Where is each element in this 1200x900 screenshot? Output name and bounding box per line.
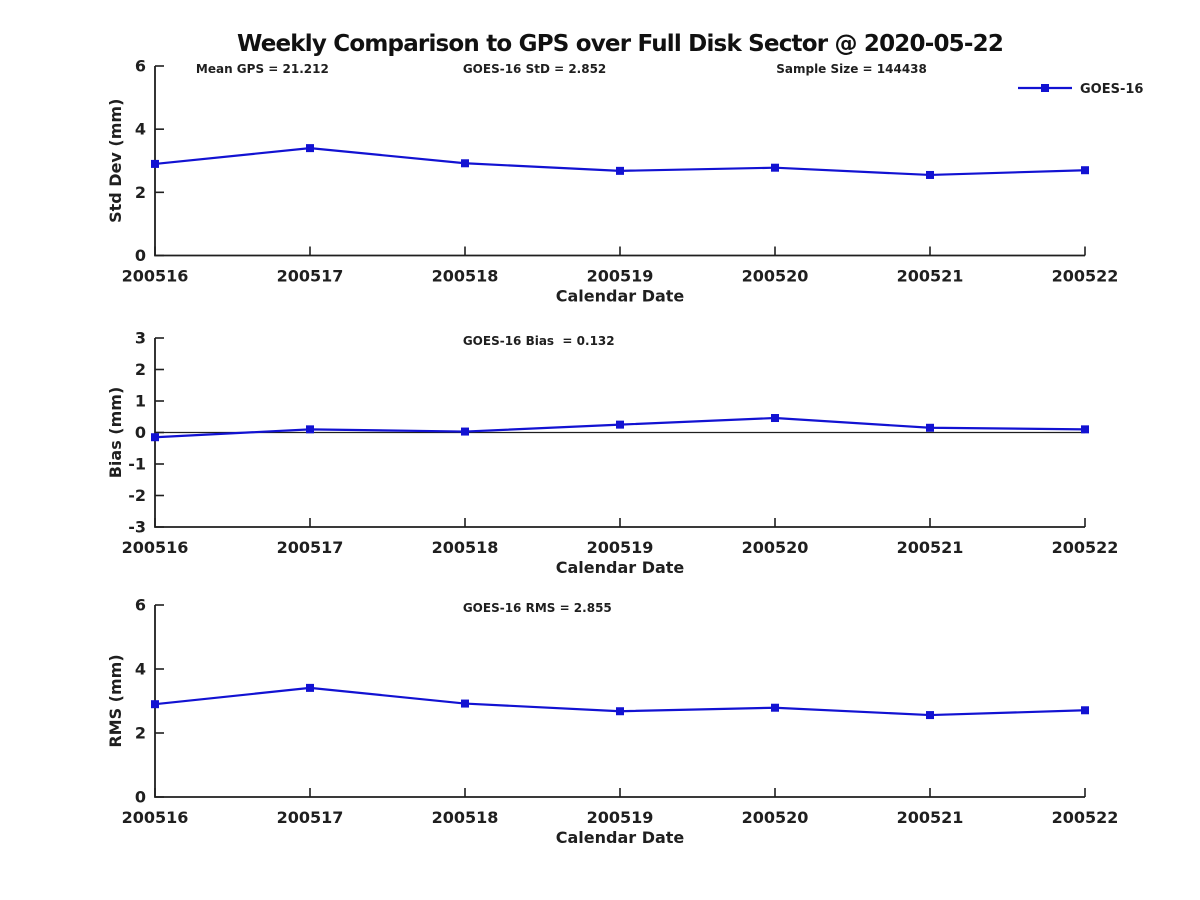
y-axis-label: Std Dev (mm) [106, 99, 125, 223]
x-tick-label: 200516 [122, 267, 189, 286]
data-point [461, 159, 469, 168]
data-point [151, 433, 159, 442]
y-tick-label: 4 [135, 660, 146, 679]
x-tick-label: 200519 [587, 808, 654, 827]
figure-title: Weekly Comparison to GPS over Full Disk … [236, 31, 1004, 57]
legend-marker [1041, 84, 1049, 92]
data-point [151, 159, 159, 168]
x-tick-label: 200521 [897, 808, 964, 827]
x-tick-label: 200520 [742, 538, 809, 557]
x-axis-label: Calendar Date [556, 558, 685, 577]
data-point [926, 170, 934, 179]
x-tick-label: 200516 [122, 808, 189, 827]
data-point [771, 414, 779, 423]
y-tick-label: 6 [135, 57, 146, 76]
y-axis-label: RMS (mm) [106, 654, 125, 747]
x-tick-label: 200517 [277, 267, 344, 286]
x-tick-label: 200517 [277, 808, 344, 827]
x-axis-label: Calendar Date [556, 828, 685, 847]
data-point [771, 703, 779, 712]
y-tick-label: 0 [135, 788, 146, 807]
axis-spines [154, 66, 1085, 257]
annotation: Sample Size = 144438 [776, 62, 927, 76]
y-tick-label: -2 [128, 486, 146, 505]
data-point [616, 166, 624, 175]
y-tick-label: 2 [135, 183, 146, 202]
annotation: Mean GPS = 21.212 [196, 62, 329, 76]
data-point [771, 163, 779, 172]
data-point [306, 683, 314, 692]
y-tick-label: 2 [135, 360, 146, 379]
x-tick-label: 200519 [587, 538, 654, 557]
x-tick-label: 200522 [1052, 808, 1119, 827]
y-tick-label: 4 [135, 120, 146, 139]
data-point [461, 699, 469, 708]
x-tick-label: 200521 [897, 538, 964, 557]
y-tick-label: 0 [135, 423, 146, 442]
y-tick-label: 3 [135, 329, 146, 348]
data-point [151, 700, 159, 709]
x-tick-label: 200517 [277, 538, 344, 557]
y-tick-label: 0 [135, 246, 146, 265]
data-point [616, 420, 624, 429]
x-tick-label: 200520 [742, 267, 809, 286]
subplot-3: 0 2 4 6 200516 200517 200518 200519 200520 200521… [106, 596, 1118, 848]
data-point [926, 711, 934, 720]
y-tick-label: 2 [135, 724, 146, 743]
axis-spines [154, 605, 1085, 798]
legend-label: GOES-16 [1080, 82, 1143, 97]
y-axis-label: Bias (mm) [106, 387, 125, 479]
data-point [306, 144, 314, 153]
x-tick-label: 200522 [1052, 267, 1119, 286]
y-tick-label: -3 [128, 518, 146, 537]
legend: GOES-16 [1018, 82, 1143, 97]
annotation: GOES-16 StD = 2.852 [463, 62, 606, 76]
x-tick-label: 200518 [432, 808, 499, 827]
subplot-1: 0 2 4 6 200516 200517 200518 200519 200520 200521… [106, 57, 1143, 306]
y-tick-label: 1 [135, 392, 146, 411]
x-tick-label: 200518 [432, 267, 499, 286]
data-point [461, 427, 469, 436]
x-tick-label: 200522 [1052, 538, 1119, 557]
data-point [1081, 425, 1089, 434]
y-tick-label: -1 [128, 455, 146, 474]
x-tick-label: 200520 [742, 808, 809, 827]
x-axis-label: Calendar Date [556, 287, 685, 306]
data-point [1081, 166, 1089, 175]
annotation: GOES-16 Bias = 0.132 [463, 334, 615, 348]
x-tick-label: 200518 [432, 538, 499, 557]
y-tick-label: 6 [135, 596, 146, 615]
x-tick-label: 200521 [897, 267, 964, 286]
subplot-2: -3 -2 -1 0 1 2 3 200516 200517 200518 200519 200520… [106, 329, 1118, 578]
data-point [926, 423, 934, 432]
x-tick-label: 200516 [122, 538, 189, 557]
annotation: GOES-16 RMS = 2.855 [463, 601, 612, 615]
data-point [1081, 706, 1089, 715]
data-point [616, 707, 624, 716]
data-point [306, 425, 314, 434]
x-tick-label: 200519 [587, 267, 654, 286]
